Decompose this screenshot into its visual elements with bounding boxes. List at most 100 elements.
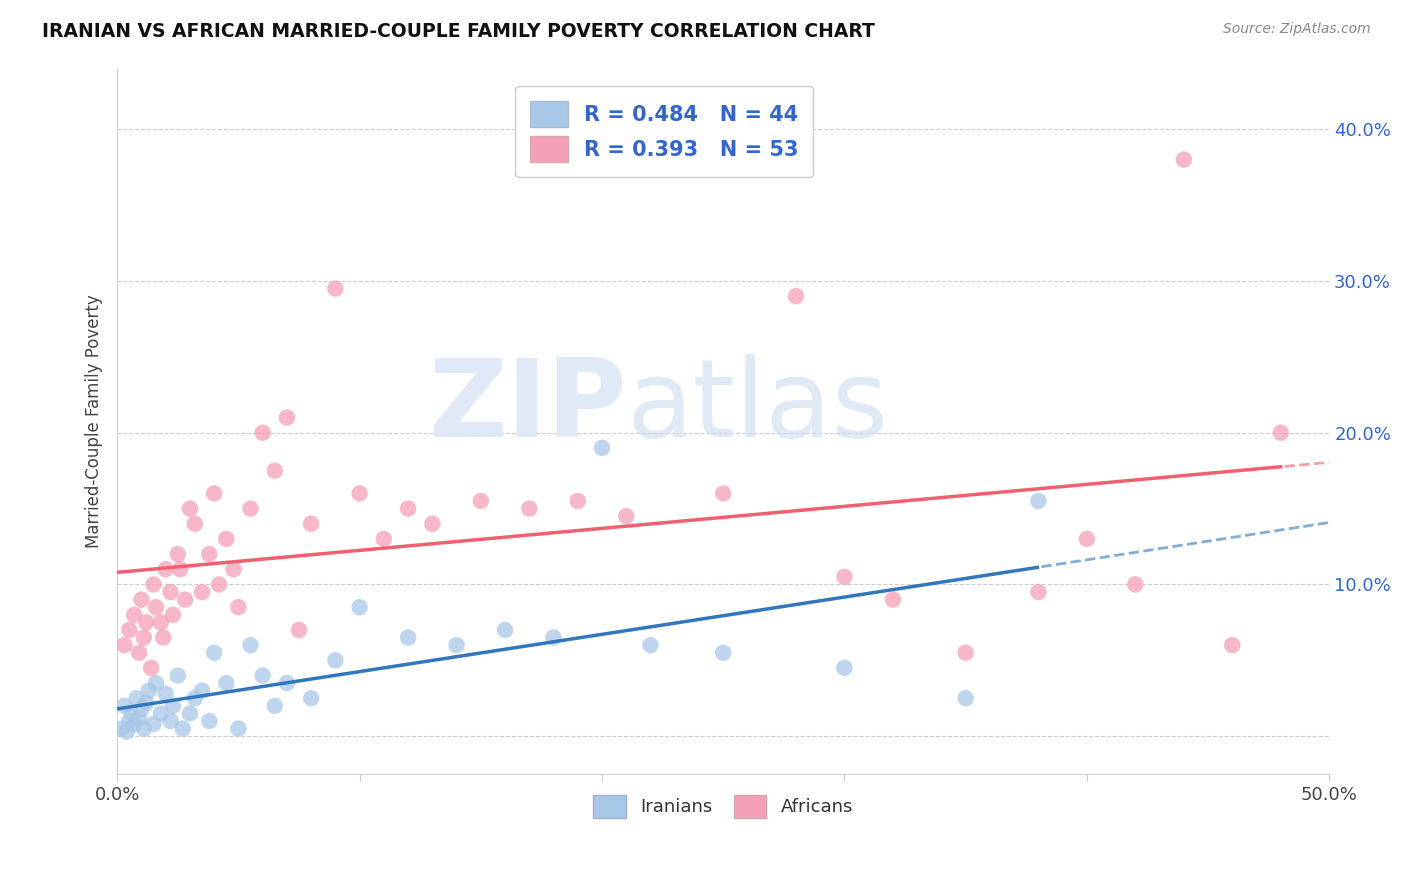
- Point: [198, 714, 221, 728]
- Point: [191, 683, 214, 698]
- Point: [139, 661, 162, 675]
- Point: [228, 722, 250, 736]
- Point: [1076, 532, 1098, 546]
- Point: [128, 646, 150, 660]
- Point: [202, 486, 225, 500]
- Point: [373, 532, 395, 546]
- Point: [276, 410, 298, 425]
- Point: [263, 698, 285, 713]
- Point: [420, 516, 443, 531]
- Point: [162, 607, 184, 622]
- Point: [711, 486, 734, 500]
- Point: [325, 653, 347, 667]
- Point: [882, 592, 904, 607]
- Point: [228, 600, 250, 615]
- Point: [159, 714, 181, 728]
- Point: [122, 717, 145, 731]
- Point: [239, 501, 262, 516]
- Point: [1173, 153, 1195, 167]
- Point: [955, 691, 977, 706]
- Point: [142, 717, 165, 731]
- Point: [111, 722, 134, 736]
- Point: [145, 676, 167, 690]
- Point: [208, 577, 231, 591]
- Point: [202, 646, 225, 660]
- Point: [239, 638, 262, 652]
- Point: [567, 494, 589, 508]
- Point: [128, 711, 150, 725]
- Point: [198, 547, 221, 561]
- Point: [114, 698, 136, 713]
- Point: [155, 687, 177, 701]
- Point: [142, 577, 165, 591]
- Point: [640, 638, 662, 652]
- Point: [145, 600, 167, 615]
- Point: [834, 570, 856, 584]
- Text: atlas: atlas: [626, 354, 889, 460]
- Point: [166, 668, 188, 682]
- Point: [349, 600, 371, 615]
- Point: [1028, 494, 1050, 508]
- Point: [1028, 585, 1050, 599]
- Text: IRANIAN VS AFRICAN MARRIED-COUPLE FAMILY POVERTY CORRELATION CHART: IRANIAN VS AFRICAN MARRIED-COUPLE FAMILY…: [42, 22, 875, 41]
- Point: [162, 698, 184, 713]
- Point: [396, 631, 419, 645]
- Point: [325, 281, 347, 295]
- Point: [299, 516, 322, 531]
- Text: ZIP: ZIP: [427, 354, 626, 460]
- Point: [125, 691, 148, 706]
- Point: [121, 706, 143, 721]
- Point: [155, 562, 177, 576]
- Point: [169, 562, 191, 576]
- Point: [132, 631, 155, 645]
- Point: [222, 562, 245, 576]
- Point: [263, 464, 285, 478]
- Point: [470, 494, 492, 508]
- Point: [122, 607, 145, 622]
- Point: [184, 691, 207, 706]
- Point: [591, 441, 613, 455]
- Point: [132, 722, 155, 736]
- Legend: Iranians, Africans: Iranians, Africans: [586, 788, 860, 825]
- Point: [494, 623, 516, 637]
- Y-axis label: Married-Couple Family Poverty: Married-Couple Family Poverty: [86, 294, 103, 549]
- Point: [299, 691, 322, 706]
- Point: [785, 289, 807, 303]
- Point: [543, 631, 565, 645]
- Point: [396, 501, 419, 516]
- Point: [215, 532, 238, 546]
- Point: [711, 646, 734, 660]
- Point: [517, 501, 540, 516]
- Point: [166, 547, 188, 561]
- Point: [215, 676, 238, 690]
- Point: [834, 661, 856, 675]
- Point: [138, 683, 160, 698]
- Point: [1270, 425, 1292, 440]
- Point: [276, 676, 298, 690]
- Point: [149, 615, 172, 630]
- Point: [118, 714, 141, 728]
- Point: [349, 486, 371, 500]
- Point: [179, 706, 201, 721]
- Point: [131, 592, 153, 607]
- Point: [152, 631, 174, 645]
- Text: Source: ZipAtlas.com: Source: ZipAtlas.com: [1223, 22, 1371, 37]
- Point: [252, 668, 274, 682]
- Point: [159, 585, 181, 599]
- Point: [184, 516, 207, 531]
- Point: [118, 623, 141, 637]
- Point: [114, 638, 136, 652]
- Point: [115, 724, 138, 739]
- Point: [135, 615, 157, 630]
- Point: [288, 623, 311, 637]
- Point: [955, 646, 977, 660]
- Point: [135, 696, 157, 710]
- Point: [149, 706, 172, 721]
- Point: [252, 425, 274, 440]
- Point: [172, 722, 194, 736]
- Point: [131, 702, 153, 716]
- Point: [1123, 577, 1146, 591]
- Point: [614, 509, 637, 524]
- Point: [1220, 638, 1243, 652]
- Point: [179, 501, 201, 516]
